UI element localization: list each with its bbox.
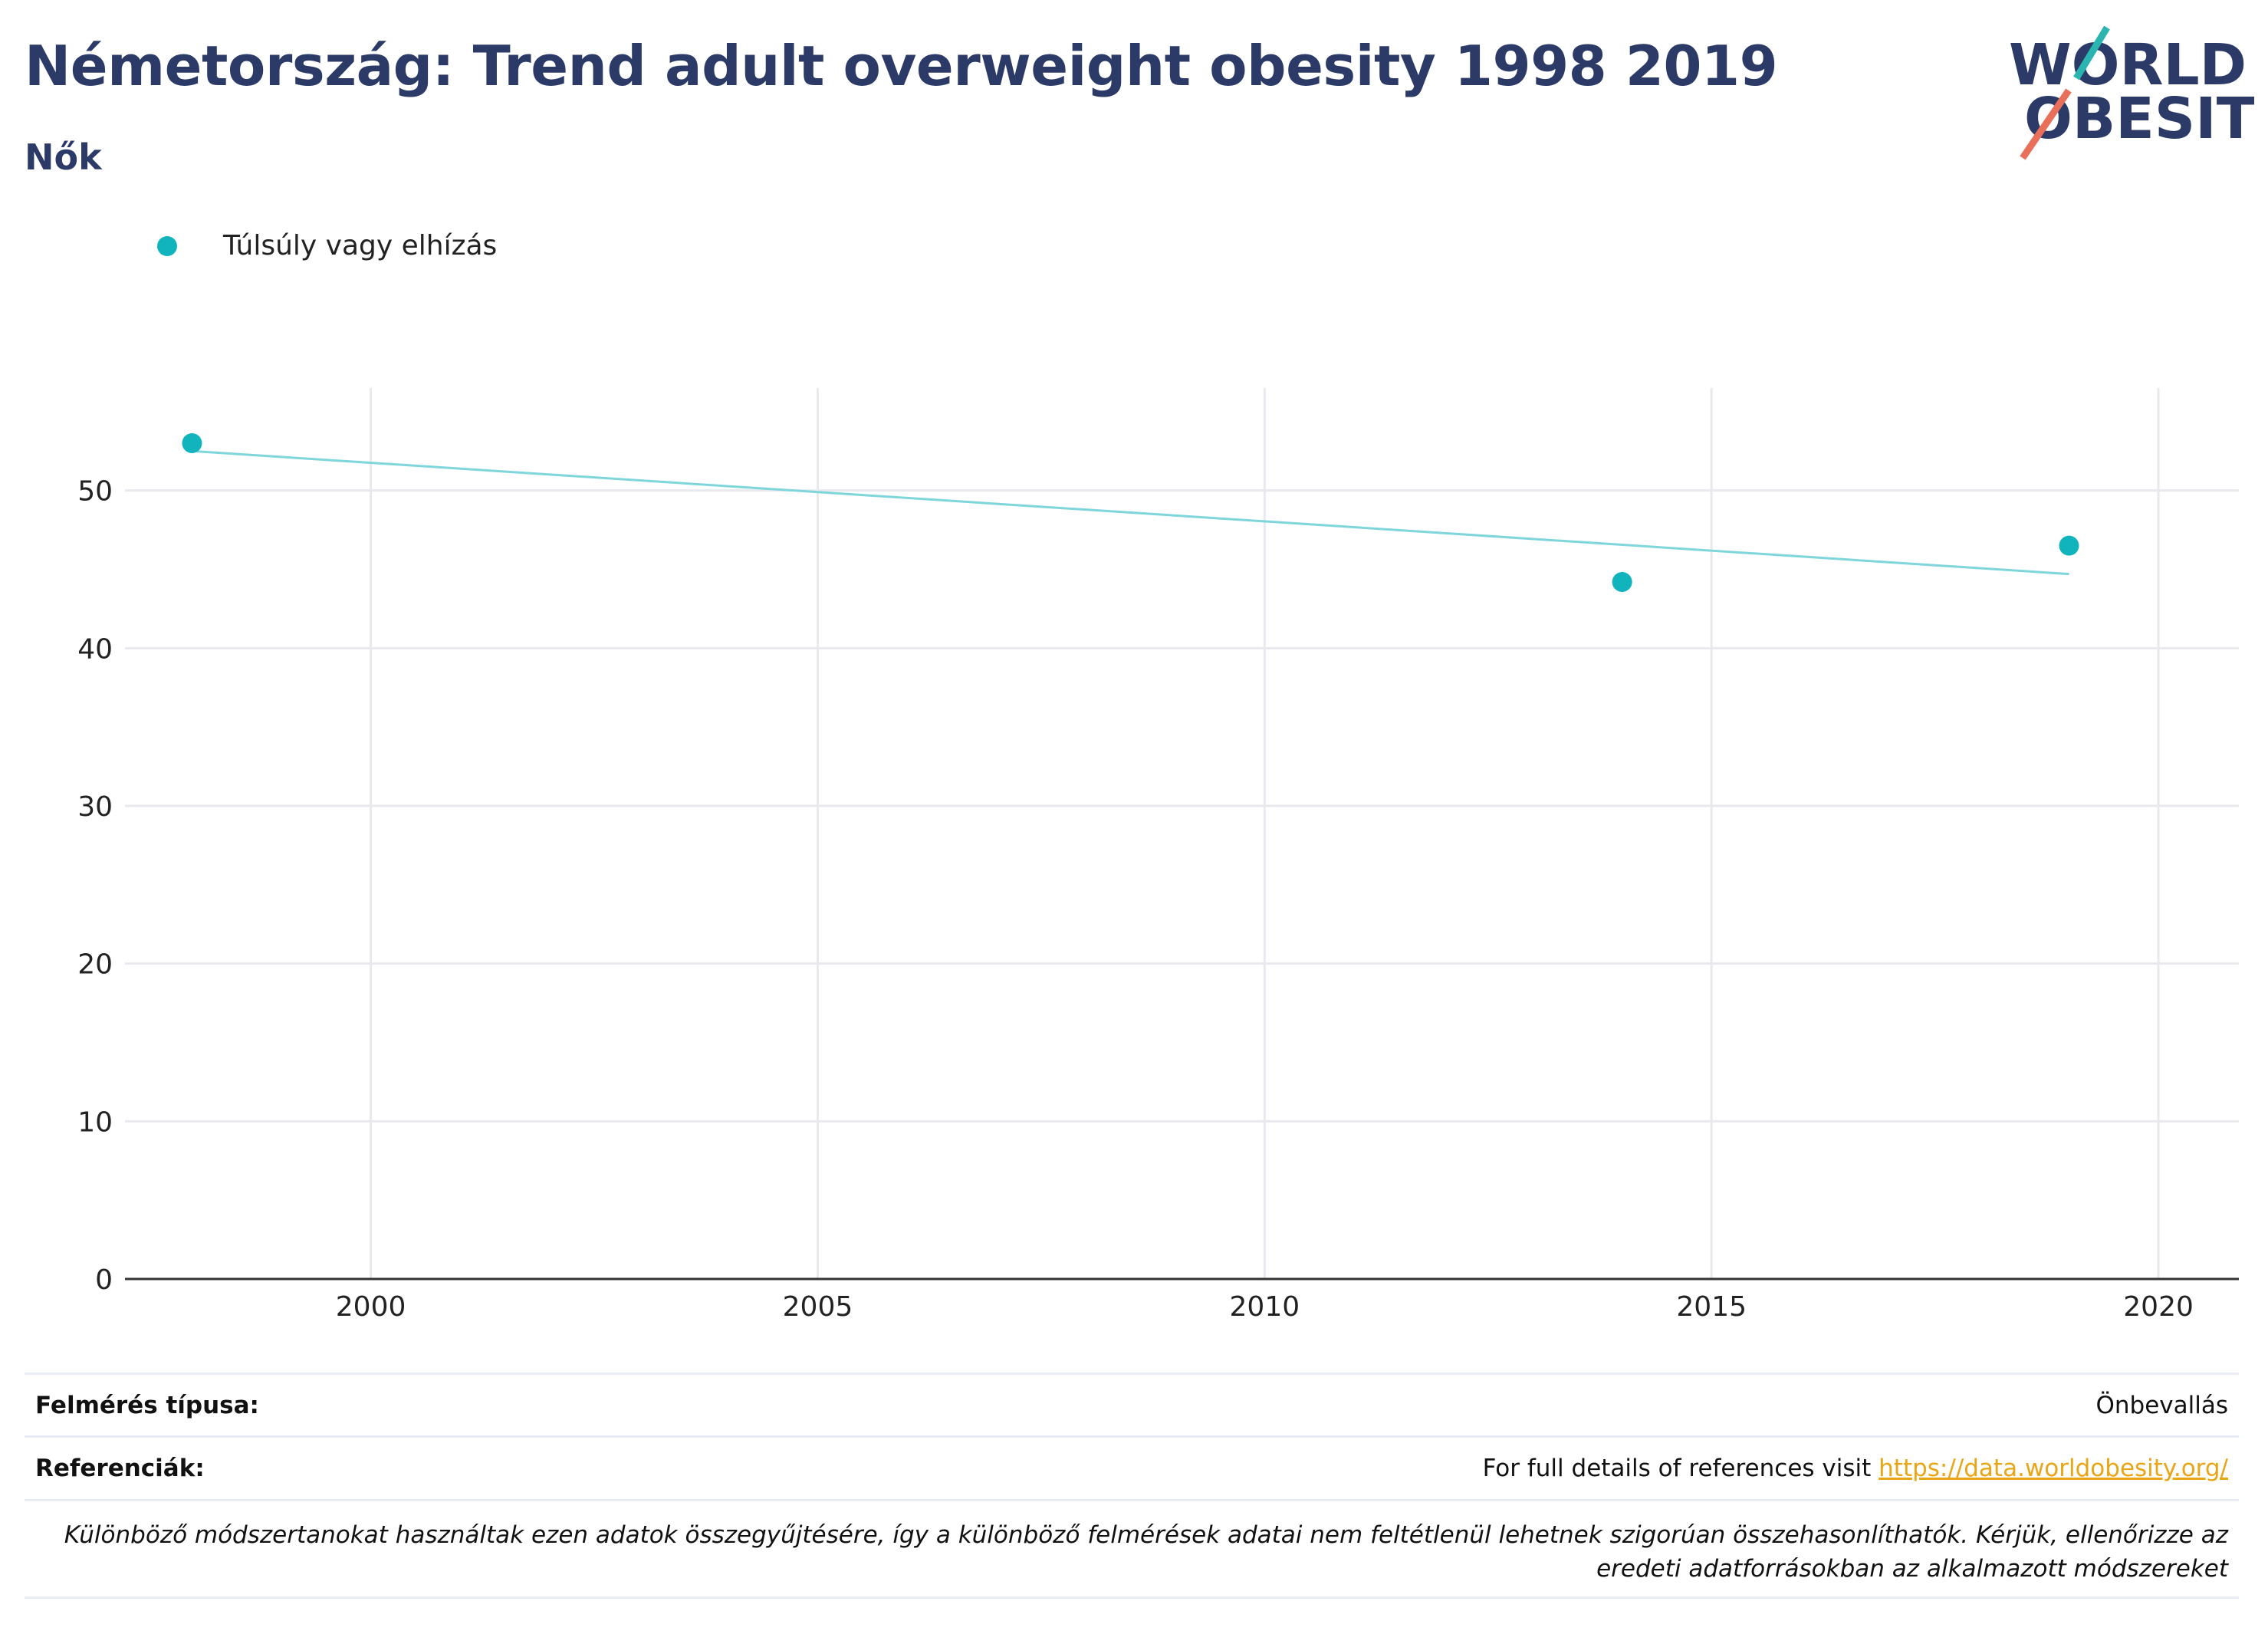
legend-marker (157, 235, 177, 256)
y-tick-label: 50 (77, 476, 113, 508)
logo-accent-teal (2073, 25, 2110, 81)
y-tick-label: 10 (77, 1106, 113, 1138)
footer-note-row: Különböző módszertanokat használtak ezen… (25, 1499, 2239, 1597)
logo-accent-coral (2020, 88, 2072, 160)
x-tick-label: 2015 (1676, 1291, 1747, 1319)
world-obesity-logo: WORLD OBESITY (2009, 25, 2254, 160)
legend-label: Túlsúly vagy elhízás (223, 230, 498, 261)
data-point (182, 432, 202, 453)
x-tick-label: 2005 (783, 1291, 853, 1319)
chart-title: Németország: Trend adult overweight obes… (25, 34, 1778, 98)
logo-text-world: WORLD (2009, 32, 2247, 98)
y-tick-label: 30 (77, 791, 113, 823)
x-tick-label: 2000 (336, 1291, 406, 1319)
survey-type-value: Önbevallás (2095, 1392, 2228, 1419)
footer-survey-type-row: Felmérés típusa: Önbevallás (25, 1373, 2239, 1436)
references-link[interactable]: https://data.worldobesity.org/ (1878, 1455, 2228, 1482)
chart-subtitle: Nők (25, 136, 102, 178)
chart-svg: 0 10 20 30 40 50 2000 2005 2010 2015 2020 (77, 388, 2239, 1319)
references-text: For full details of references visit (1482, 1455, 1879, 1482)
y-tick-label: 0 (95, 1264, 113, 1296)
x-tick-label: 2010 (1230, 1291, 1300, 1319)
footer-bottom-rule (25, 1596, 2239, 1599)
methodology-note: Különböző módszertanokat használtak ezen… (64, 1521, 2228, 1583)
survey-type-label: Felmérés típusa: (35, 1392, 259, 1419)
trendline (192, 449, 2069, 576)
y-tick-label: 40 (77, 633, 113, 665)
references-label: Referenciák: (35, 1455, 205, 1482)
x-tick-label: 2020 (2123, 1291, 2194, 1319)
references-value: For full details of references visit htt… (1483, 1455, 2228, 1482)
y-tick-label: 20 (77, 949, 113, 981)
footer-references-row: Referenciák: For full details of referen… (25, 1435, 2239, 1499)
legend[interactable]: Túlsúly vagy elhízás (157, 230, 497, 261)
data-point (2059, 535, 2079, 556)
data-point (1612, 571, 1632, 592)
